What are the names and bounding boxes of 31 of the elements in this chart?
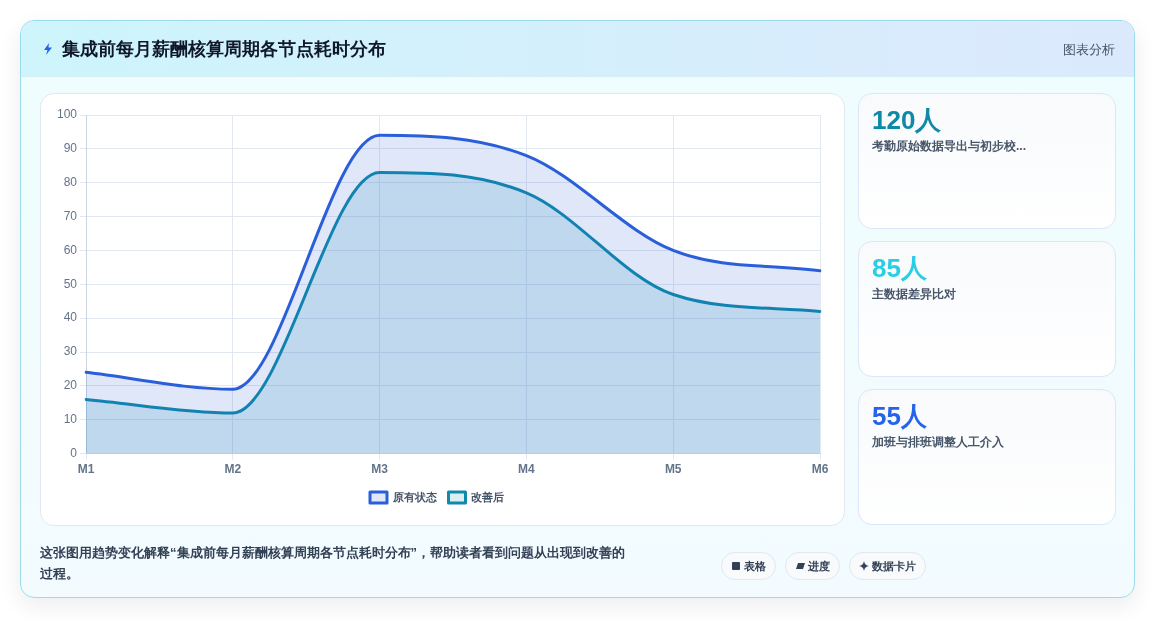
y-tick-label: 50 xyxy=(63,276,78,291)
chart-title: 集成前每月薪酬核算周期各节点耗时分布 xyxy=(62,38,386,61)
y-tick-label: 90 xyxy=(63,141,78,156)
text: 进度 xyxy=(808,558,830,574)
x-tick-label: M2 xyxy=(224,462,242,477)
text: 加班与排班调整人工介入 xyxy=(872,434,1004,451)
y-tick-label: 0 xyxy=(70,445,78,460)
text: 表格 xyxy=(744,558,766,574)
x-tick-label: M5 xyxy=(664,462,682,477)
text: 这张图用趋势变化解释“集成前每月薪酬核算周期各节点耗时分布”，帮助读者看到问题从出现到改善的过程。 xyxy=(40,544,626,583)
legend-label: 原有状态 xyxy=(391,490,438,503)
x-tick-label: M3 xyxy=(371,462,389,477)
y-tick-label: 70 xyxy=(63,208,78,223)
text: 考勤原始数据导出与初步校... xyxy=(872,138,1027,155)
text: 55人 xyxy=(872,400,927,433)
text: 图表分析 xyxy=(1063,41,1115,59)
text: 主数据差异比对 xyxy=(872,286,956,303)
legend-label: 改善后 xyxy=(471,490,504,503)
x-tick-label: M4 xyxy=(518,462,536,477)
x-tick-label: M1 xyxy=(77,462,95,477)
y-tick-label: 10 xyxy=(63,412,78,427)
text: 120人 xyxy=(872,104,942,137)
y-tick-label: 20 xyxy=(63,378,78,393)
y-tick-label: 30 xyxy=(63,344,78,359)
text: 数据卡片 xyxy=(872,558,916,574)
y-tick-label: 60 xyxy=(63,242,78,257)
y-tick-label: 80 xyxy=(63,175,78,190)
y-tick-label: 40 xyxy=(63,310,78,325)
x-tick-label: M6 xyxy=(811,462,829,477)
y-tick-label: 100 xyxy=(56,107,78,122)
text: 85人 xyxy=(872,252,927,285)
